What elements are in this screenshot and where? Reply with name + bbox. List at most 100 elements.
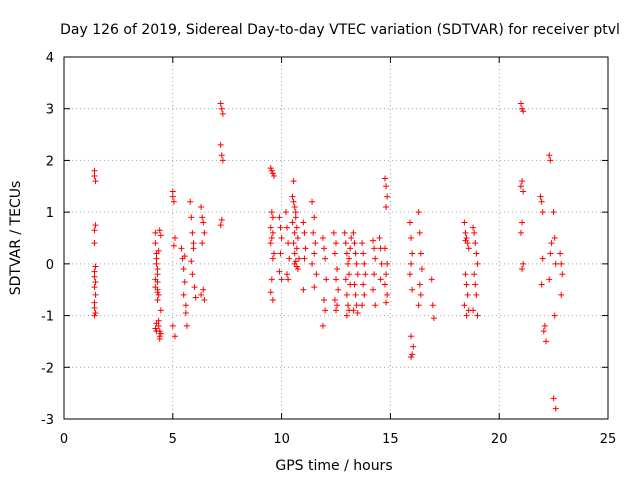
- data-point: [369, 286, 376, 293]
- data-point: [409, 351, 416, 358]
- data-point: [91, 172, 98, 179]
- data-point: [347, 245, 354, 252]
- data-points: [91, 100, 566, 412]
- x-tick-label: 15: [382, 432, 399, 447]
- data-point: [199, 240, 206, 247]
- data-point: [190, 245, 197, 252]
- data-point: [300, 286, 307, 293]
- data-point: [155, 247, 162, 254]
- data-point: [152, 325, 159, 332]
- data-point: [189, 271, 196, 278]
- x-tick-label: 20: [491, 432, 508, 447]
- data-point: [269, 170, 276, 177]
- data-point: [180, 266, 187, 273]
- data-point: [201, 229, 208, 236]
- data-point: [217, 141, 224, 148]
- data-point: [343, 250, 350, 257]
- data-point: [269, 214, 276, 221]
- data-point: [290, 178, 297, 185]
- data-point: [416, 229, 423, 236]
- data-point: [152, 229, 159, 236]
- data-point: [269, 255, 276, 262]
- data-point: [517, 100, 524, 107]
- data-point: [92, 291, 99, 298]
- data-point: [352, 291, 359, 298]
- data-point: [461, 219, 468, 226]
- data-point: [333, 240, 339, 247]
- data-point: [301, 229, 308, 236]
- data-point: [361, 291, 368, 298]
- data-point: [276, 268, 283, 275]
- data-point: [538, 281, 545, 288]
- data-point: [517, 183, 524, 190]
- data-point: [559, 271, 566, 278]
- data-point: [473, 291, 480, 298]
- data-point: [201, 297, 208, 304]
- data-point: [429, 302, 436, 309]
- data-point: [344, 302, 351, 309]
- data-point: [313, 271, 320, 278]
- data-point: [383, 299, 390, 306]
- data-point: [282, 209, 289, 216]
- y-tick-labels: -3 -2 -1 0 1 2 3 4: [41, 51, 54, 428]
- data-point: [169, 188, 176, 195]
- data-point: [417, 291, 424, 298]
- data-point: [217, 222, 224, 229]
- data-point: [381, 175, 388, 182]
- data-point: [92, 178, 99, 185]
- data-point: [190, 240, 197, 247]
- data-point: [350, 307, 357, 314]
- data-point: [309, 198, 316, 205]
- data-point: [319, 322, 326, 329]
- data-point: [551, 235, 558, 241]
- data-point: [169, 193, 176, 200]
- data-point: [267, 289, 274, 296]
- data-point: [92, 278, 99, 285]
- data-point: [350, 229, 357, 236]
- data-point: [408, 260, 415, 267]
- data-point: [372, 255, 379, 262]
- data-point: [294, 266, 301, 273]
- data-point: [361, 260, 368, 267]
- data-point: [428, 276, 435, 283]
- data-point: [377, 276, 384, 283]
- axis-ticks: [63, 56, 609, 420]
- data-point: [471, 229, 478, 236]
- data-point: [182, 309, 189, 316]
- data-point: [406, 219, 413, 226]
- data-point: [540, 328, 547, 335]
- data-point: [473, 250, 480, 257]
- data-point: [286, 255, 293, 262]
- data-point: [182, 302, 189, 309]
- data-point: [153, 260, 160, 267]
- data-point: [156, 335, 163, 342]
- data-point: [291, 250, 298, 257]
- data-point: [276, 214, 283, 221]
- data-point: [91, 284, 98, 291]
- data-point: [91, 167, 98, 174]
- data-point: [547, 250, 554, 257]
- data-point: [470, 307, 477, 314]
- data-point: [383, 203, 390, 210]
- data-point: [465, 245, 472, 252]
- data-point: [311, 214, 318, 221]
- data-point: [319, 235, 326, 241]
- data-point: [285, 276, 292, 283]
- data-point: [268, 167, 275, 174]
- data-point: [91, 227, 98, 234]
- data-point: [519, 266, 526, 273]
- data-point: [323, 276, 330, 283]
- y-tick-label: 4: [46, 51, 54, 66]
- data-point: [198, 203, 205, 210]
- data-point: [369, 237, 376, 244]
- data-point: [519, 178, 526, 185]
- data-point: [91, 299, 98, 306]
- y-tick-label: -3: [41, 413, 54, 428]
- data-point: [415, 302, 422, 309]
- data-point: [537, 193, 544, 200]
- data-point: [360, 250, 367, 257]
- data-point: [311, 284, 318, 291]
- data-point: [200, 286, 207, 293]
- data-point: [541, 322, 548, 329]
- x-tick-label: 5: [169, 432, 177, 447]
